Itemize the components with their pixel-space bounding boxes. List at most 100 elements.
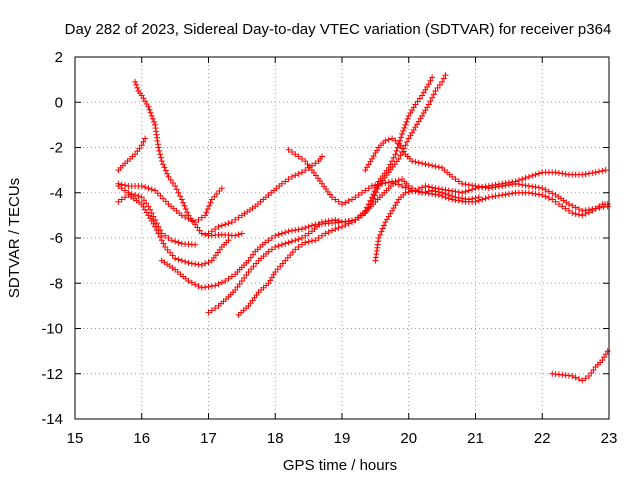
data-point-marker bbox=[404, 115, 411, 122]
data-point-marker bbox=[359, 189, 366, 196]
data-point-marker bbox=[132, 192, 139, 199]
data-point-marker bbox=[422, 182, 429, 189]
data-point-marker bbox=[133, 81, 140, 88]
data-point-marker bbox=[382, 137, 389, 144]
data-point-marker bbox=[479, 196, 486, 203]
data-point-marker bbox=[379, 225, 386, 232]
data-point-marker bbox=[134, 84, 141, 91]
data-point-marker bbox=[147, 206, 154, 213]
data-point-marker bbox=[148, 186, 155, 193]
data-point-marker bbox=[169, 252, 176, 259]
data-point-marker bbox=[425, 81, 432, 88]
data-point-marker bbox=[465, 187, 472, 194]
y-tick-label: -6 bbox=[50, 230, 63, 247]
data-point-marker bbox=[218, 185, 225, 192]
x-tick-label: 16 bbox=[133, 430, 150, 447]
data-point-marker bbox=[542, 193, 549, 200]
x-tick-label: 19 bbox=[334, 430, 351, 447]
data-point-marker bbox=[539, 185, 546, 192]
data-point-marker bbox=[304, 161, 311, 168]
data-point-marker bbox=[382, 179, 389, 186]
data-point-marker bbox=[298, 225, 305, 232]
data-point-marker bbox=[198, 214, 205, 221]
data-point-marker bbox=[128, 190, 135, 197]
data-point-marker bbox=[355, 192, 362, 199]
data-point-marker bbox=[122, 194, 129, 201]
data-point-marker bbox=[499, 182, 506, 189]
data-point-marker bbox=[115, 182, 122, 189]
data-point-marker bbox=[572, 204, 579, 211]
data-point-marker bbox=[425, 190, 432, 197]
data-point-marker bbox=[485, 194, 492, 201]
data-point-marker bbox=[211, 193, 218, 200]
data-point-marker bbox=[168, 237, 175, 244]
data-point-marker bbox=[349, 196, 356, 203]
data-point-marker bbox=[442, 194, 449, 201]
data-point-marker bbox=[515, 181, 522, 188]
data-point-marker bbox=[412, 101, 419, 108]
data-point-marker bbox=[306, 164, 313, 171]
data-point-marker bbox=[393, 147, 400, 154]
data-point-marker bbox=[502, 182, 509, 189]
data-point-marker bbox=[425, 161, 432, 168]
data-point-marker bbox=[592, 169, 599, 176]
data-point-marker bbox=[592, 205, 599, 212]
data-point-marker bbox=[236, 281, 243, 288]
data-point-marker bbox=[202, 284, 209, 291]
data-point-marker bbox=[194, 224, 201, 231]
data-point-marker bbox=[545, 188, 552, 195]
data-point-marker bbox=[167, 249, 174, 256]
data-point-marker bbox=[532, 171, 539, 178]
data-point-marker bbox=[400, 127, 407, 134]
data-point-marker bbox=[519, 176, 526, 183]
data-point-marker bbox=[148, 112, 155, 119]
data-point-marker bbox=[188, 260, 195, 267]
data-point-marker bbox=[295, 153, 302, 160]
data-point-marker bbox=[402, 142, 409, 149]
data-point-marker bbox=[505, 181, 512, 188]
data-point-marker bbox=[335, 224, 342, 231]
data-point-marker bbox=[208, 196, 215, 203]
data-point-marker bbox=[228, 273, 235, 280]
data-point-marker bbox=[115, 198, 122, 205]
data-point-marker bbox=[198, 284, 205, 291]
data-point-marker bbox=[232, 232, 239, 239]
data-point-marker bbox=[278, 180, 285, 187]
data-point-marker bbox=[405, 188, 412, 195]
data-point-marker bbox=[308, 238, 315, 245]
data-point-marker bbox=[572, 210, 579, 217]
data-point-marker bbox=[378, 228, 385, 235]
data-point-marker bbox=[225, 275, 232, 282]
data-point-marker bbox=[212, 282, 219, 289]
data-point-marker bbox=[475, 183, 482, 190]
data-point-marker bbox=[198, 262, 205, 269]
data-point-marker bbox=[175, 189, 182, 196]
data-point-marker bbox=[397, 134, 404, 141]
data-point-marker bbox=[440, 75, 447, 82]
data-point-marker bbox=[288, 149, 295, 156]
data-point-marker bbox=[146, 106, 153, 113]
data-point-marker bbox=[602, 351, 609, 358]
data-point-marker bbox=[157, 154, 164, 161]
data-point-marker bbox=[435, 164, 442, 171]
data-point-marker bbox=[207, 199, 214, 206]
data-point-marker bbox=[161, 164, 168, 171]
data-point-marker bbox=[245, 257, 252, 264]
data-point-marker bbox=[392, 151, 399, 158]
data-point-marker bbox=[295, 244, 302, 251]
data-point-marker bbox=[589, 169, 596, 176]
data-point-marker bbox=[160, 240, 167, 247]
data-point-marker bbox=[492, 184, 499, 191]
data-point-marker bbox=[371, 192, 378, 199]
data-point-marker bbox=[253, 260, 260, 267]
x-tick-label: 21 bbox=[467, 430, 484, 447]
data-point-marker bbox=[285, 239, 292, 246]
data-point-marker bbox=[414, 98, 421, 105]
data-point-marker bbox=[434, 84, 441, 91]
x-tick-labels: 15 16 17 18 19 20 21 22 23 bbox=[67, 430, 618, 447]
data-point-marker bbox=[462, 188, 469, 195]
data-point-marker bbox=[288, 238, 295, 245]
data-point-marker bbox=[374, 186, 381, 193]
data-point-marker bbox=[181, 202, 188, 209]
data-point-marker bbox=[482, 184, 489, 191]
